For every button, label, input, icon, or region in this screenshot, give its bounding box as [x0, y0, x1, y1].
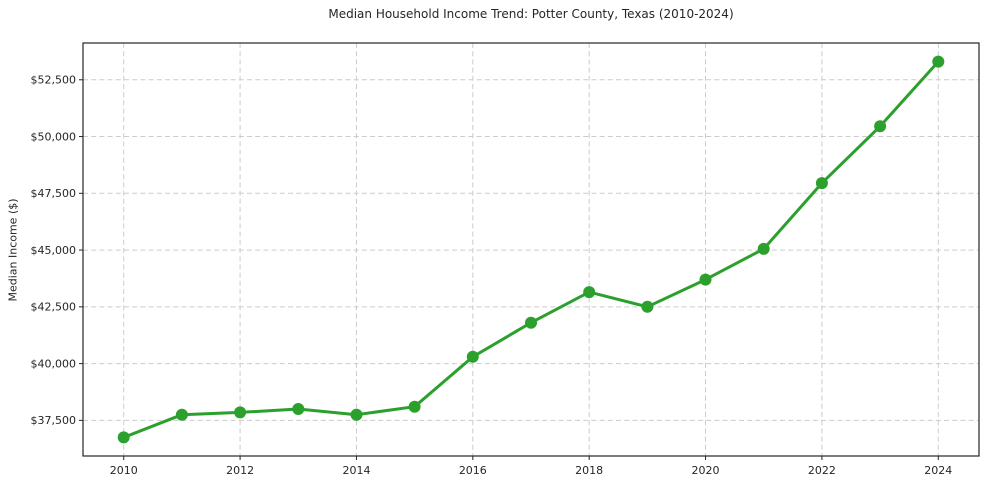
y-tick-label: $50,000	[31, 130, 77, 143]
data-point-2017	[525, 316, 537, 329]
data-point-2015	[408, 400, 421, 413]
data-point-2018	[583, 286, 596, 299]
income-trend-line	[122, 60, 940, 439]
data-point-2013	[292, 403, 305, 415]
data-point-2012	[234, 406, 247, 419]
data-point-2024	[932, 55, 945, 68]
x-tick-label: 2018	[575, 464, 603, 477]
x-tick-label: 2014	[342, 464, 370, 477]
y-tick-label: $47,500	[31, 187, 77, 200]
data-point-2022	[815, 177, 828, 190]
chart-title: Median Household Income Trend: Potter Co…	[328, 7, 734, 21]
x-tick-label: 2022	[808, 464, 836, 477]
y-tick-label: $37,500	[31, 414, 77, 427]
x-tick-label: 2024	[924, 464, 952, 477]
data-point-2011	[175, 408, 188, 421]
data-point-2019	[641, 300, 654, 313]
y-axis-label: Median Income ($)	[6, 198, 20, 302]
data-point-2014	[350, 408, 363, 421]
data-point-2023	[874, 120, 887, 133]
y-tick-label: $42,500	[31, 301, 77, 314]
y-tick-label: $52,500	[31, 74, 77, 87]
x-tick-label: 2016	[459, 464, 487, 477]
y-tick-label: $45,000	[31, 244, 77, 257]
data-point-2010	[117, 431, 130, 444]
data-point-2016	[466, 350, 479, 363]
data-point-2020	[699, 273, 712, 286]
x-tick-label: 2020	[692, 464, 720, 477]
y-tick-label: $40,000	[31, 357, 77, 370]
x-tick-label: 2010	[110, 464, 138, 477]
plot-border	[82, 42, 980, 457]
data-point-2021	[757, 242, 770, 255]
x-tick-label: 2012	[226, 464, 254, 477]
